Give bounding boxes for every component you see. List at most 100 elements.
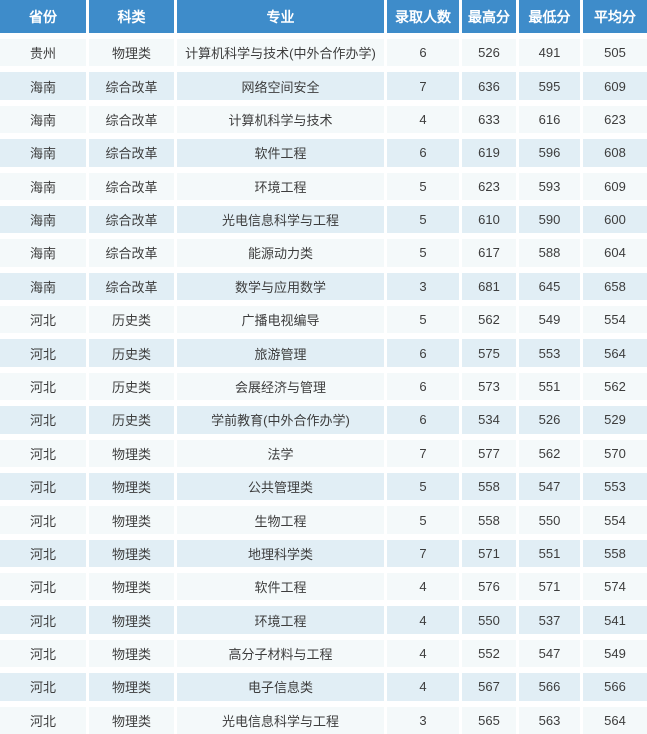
cell-admitted-count: 5 [387,205,459,234]
cell-min-score: 551 [519,372,580,401]
cell-category: 物理类 [89,573,174,601]
cell-min-score: 547 [519,639,580,668]
cell-avg-score: 570 [583,439,647,467]
cell-avg-score: 558 [583,539,647,568]
column-header-category: 科类 [89,0,174,33]
cell-major: 光电信息科学与工程 [177,706,384,734]
cell-category: 综合改革 [89,105,174,134]
cell-province: 海南 [0,105,86,134]
cell-major: 法学 [177,439,384,467]
cell-admitted-count: 5 [387,239,459,267]
cell-max-score: 577 [462,439,516,467]
cell-avg-score: 564 [583,706,647,734]
cell-min-score: 596 [519,139,580,167]
cell-max-score: 565 [462,706,516,734]
cell-max-score: 576 [462,573,516,601]
cell-province: 河北 [0,573,86,601]
column-header-max-score: 最高分 [462,0,516,33]
cell-category: 物理类 [89,539,174,568]
cell-province: 河北 [0,472,86,501]
cell-admitted-count: 4 [387,606,459,634]
cell-min-score: 563 [519,706,580,734]
column-header-admitted-count: 录取人数 [387,0,459,33]
cell-category: 综合改革 [89,139,174,167]
cell-admitted-count: 6 [387,406,459,434]
cell-min-score: 553 [519,339,580,367]
cell-avg-score: 549 [583,639,647,668]
cell-min-score: 588 [519,239,580,267]
cell-min-score: 562 [519,439,580,467]
cell-max-score: 534 [462,406,516,434]
cell-admitted-count: 3 [387,272,459,301]
cell-category: 物理类 [89,606,174,634]
cell-avg-score: 529 [583,406,647,434]
cell-min-score: 526 [519,406,580,434]
cell-max-score: 526 [462,39,516,67]
cell-category: 历史类 [89,406,174,434]
cell-province: 海南 [0,172,86,200]
cell-major: 学前教育(中外合作办学) [177,406,384,434]
cell-category: 物理类 [89,639,174,668]
cell-min-score: 566 [519,673,580,701]
cell-admitted-count: 4 [387,639,459,668]
cell-avg-score: 609 [583,172,647,200]
cell-admitted-count: 4 [387,673,459,701]
cell-category: 物理类 [89,439,174,467]
cell-major: 网络空间安全 [177,72,384,100]
column-header-min-score: 最低分 [519,0,580,33]
cell-major: 高分子材料与工程 [177,639,384,668]
cell-major: 计算机科学与技术(中外合作办学) [177,39,384,67]
cell-avg-score: 574 [583,573,647,601]
cell-min-score: 491 [519,39,580,67]
cell-category: 物理类 [89,472,174,501]
cell-major: 环境工程 [177,172,384,200]
cell-max-score: 610 [462,205,516,234]
cell-province: 河北 [0,539,86,568]
cell-admitted-count: 7 [387,72,459,100]
cell-min-score: 547 [519,472,580,501]
cell-min-score: 549 [519,306,580,334]
cell-min-score: 595 [519,72,580,100]
cell-admitted-count: 5 [387,506,459,534]
cell-province: 海南 [0,139,86,167]
cell-admitted-count: 6 [387,139,459,167]
cell-avg-score: 600 [583,205,647,234]
cell-avg-score: 658 [583,272,647,301]
cell-province: 河北 [0,639,86,668]
cell-category: 综合改革 [89,239,174,267]
cell-major: 公共管理类 [177,472,384,501]
cell-major: 计算机科学与技术 [177,105,384,134]
cell-max-score: 636 [462,72,516,100]
cell-max-score: 623 [462,172,516,200]
cell-min-score: 551 [519,539,580,568]
cell-min-score: 645 [519,272,580,301]
column-header-avg-score: 平均分 [583,0,647,33]
cell-province: 海南 [0,205,86,234]
cell-avg-score: 505 [583,39,647,67]
cell-max-score: 558 [462,472,516,501]
cell-major: 广播电视编导 [177,306,384,334]
cell-avg-score: 604 [583,239,647,267]
cell-min-score: 571 [519,573,580,601]
column-header-province: 省份 [0,0,86,33]
cell-province: 海南 [0,239,86,267]
cell-major: 地理科学类 [177,539,384,568]
cell-major: 软件工程 [177,573,384,601]
cell-province: 河北 [0,706,86,734]
cell-admitted-count: 6 [387,39,459,67]
cell-province: 海南 [0,72,86,100]
cell-province: 河北 [0,372,86,401]
cell-min-score: 537 [519,606,580,634]
cell-avg-score: 566 [583,673,647,701]
cell-avg-score: 554 [583,306,647,334]
cell-avg-score: 564 [583,339,647,367]
cell-avg-score: 623 [583,105,647,134]
cell-province: 河北 [0,606,86,634]
cell-min-score: 616 [519,105,580,134]
cell-max-score: 571 [462,539,516,568]
cell-category: 物理类 [89,39,174,67]
cell-avg-score: 608 [583,139,647,167]
cell-category: 综合改革 [89,205,174,234]
cell-avg-score: 609 [583,72,647,100]
